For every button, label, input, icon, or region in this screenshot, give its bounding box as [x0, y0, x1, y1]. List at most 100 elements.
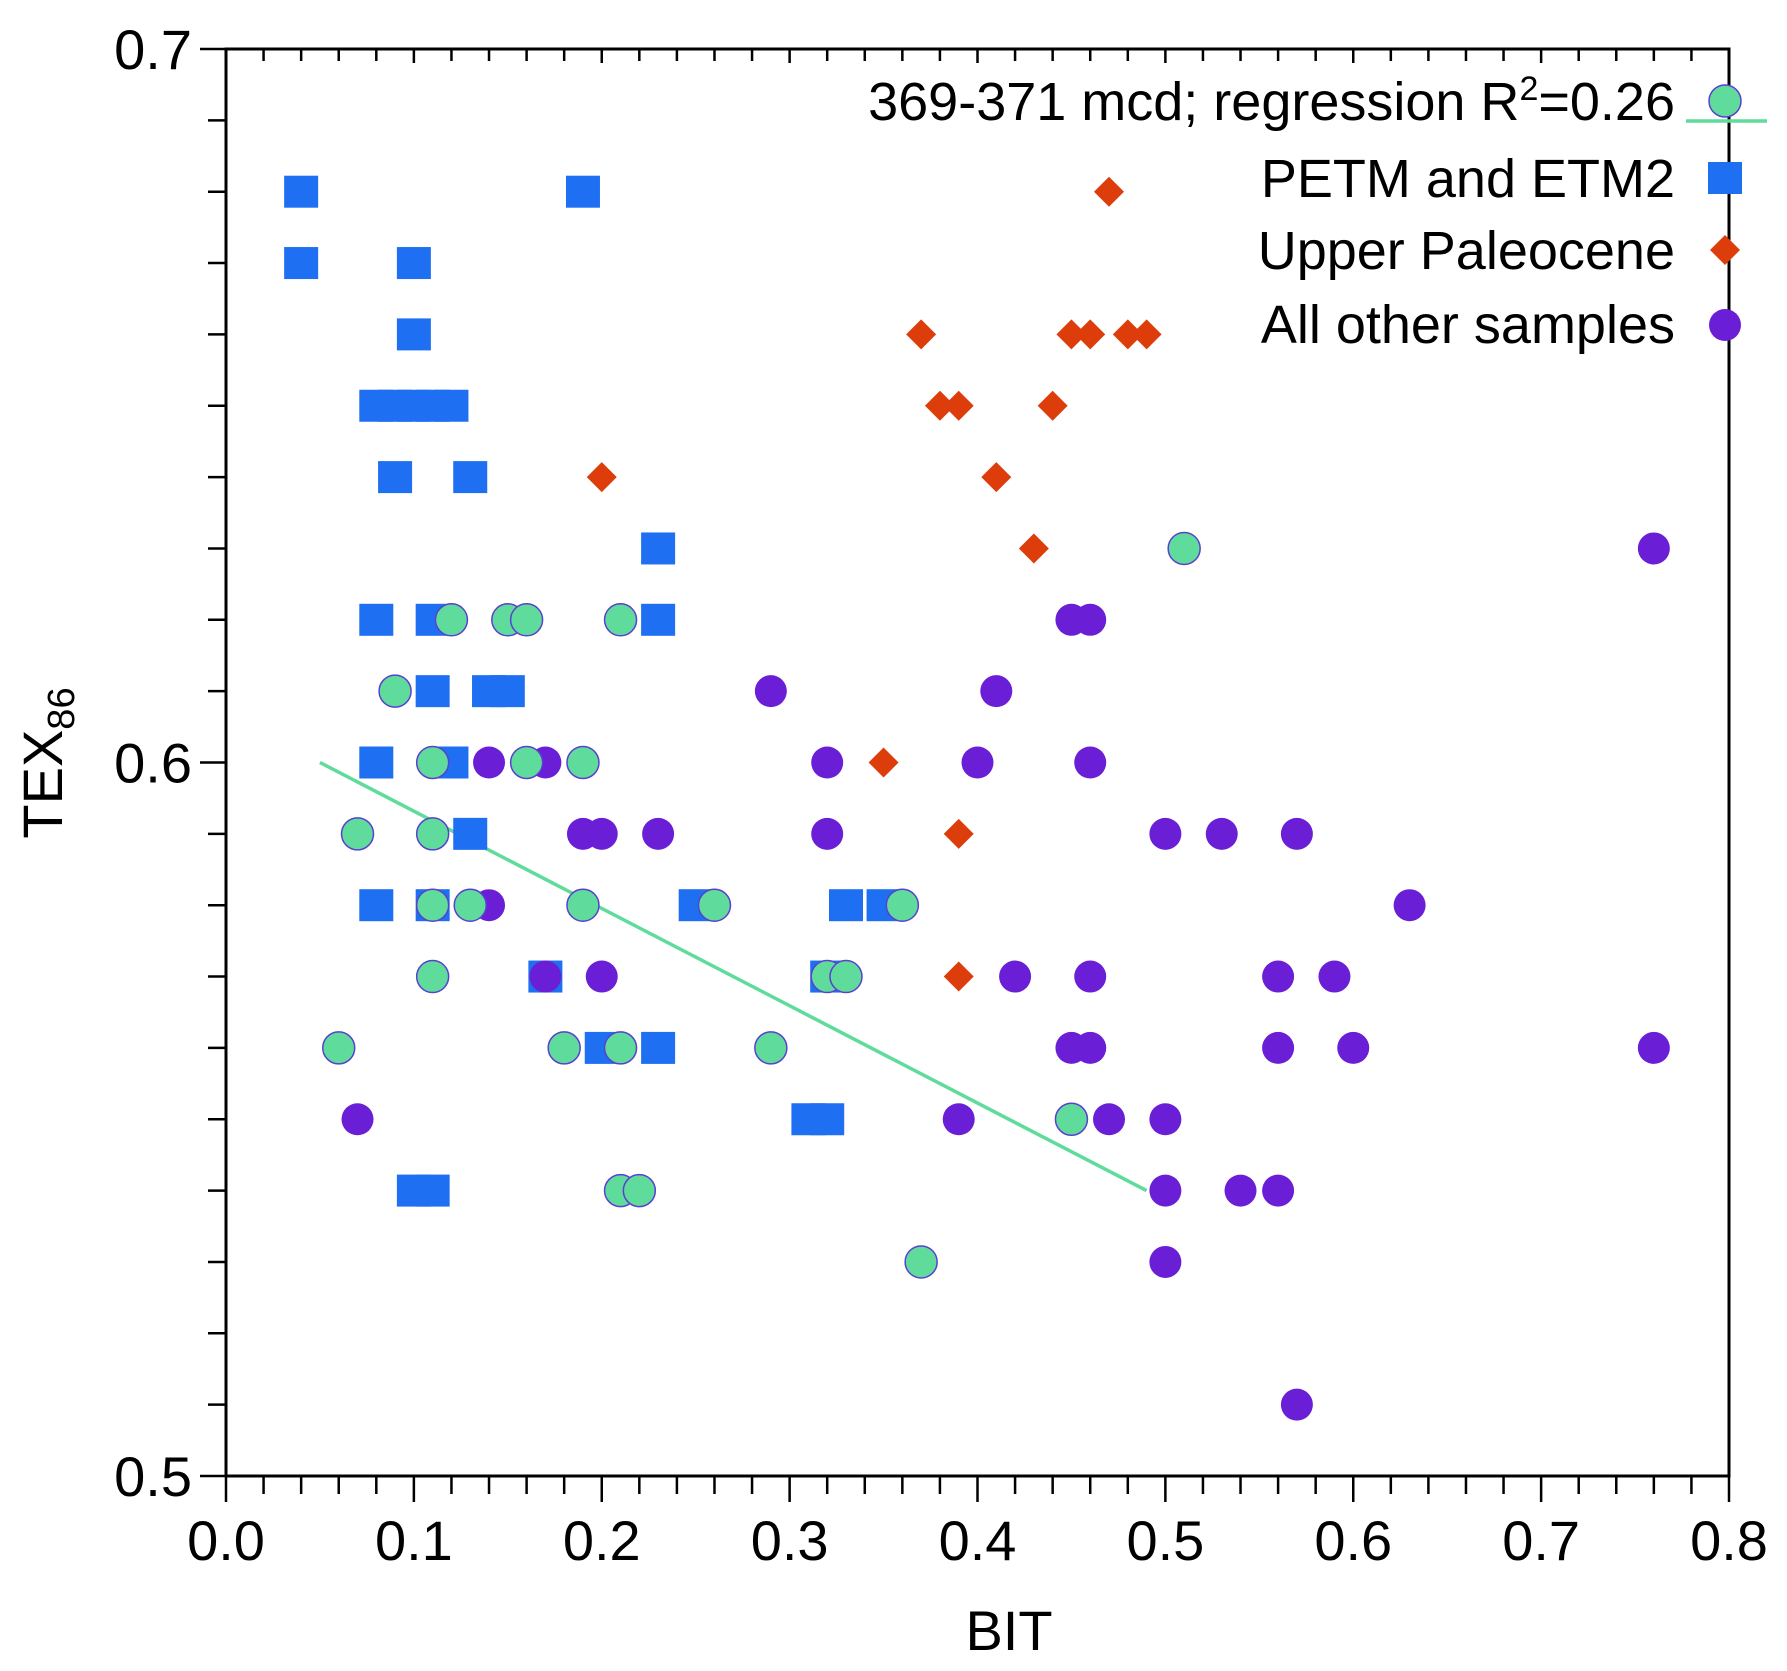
upper-point: [943, 818, 974, 849]
petm-point: [453, 817, 488, 850]
x-tick-label: 0.3: [751, 1509, 829, 1572]
mcd-point: [415, 745, 450, 780]
mcd-point: [904, 1245, 938, 1279]
other-point: [1149, 817, 1182, 850]
mcd-point: [603, 1031, 638, 1065]
other-point: [999, 960, 1032, 993]
other-point: [1224, 1174, 1257, 1207]
mcd-point: [622, 1173, 657, 1208]
upper-point: [943, 961, 974, 992]
other-point: [1262, 1174, 1295, 1207]
legend-symbol-mcd: [1708, 84, 1742, 118]
x-axis-title: BIT: [965, 1599, 1052, 1662]
other-point: [1637, 1031, 1670, 1064]
legend-label-upper-paleocene: Upper Paleocene: [1258, 221, 1675, 281]
petm-point: [359, 889, 394, 922]
x-tick-label: 0.0: [187, 1509, 265, 1572]
other-point: [1074, 960, 1107, 993]
petm-point: [453, 461, 488, 494]
other-point: [942, 1103, 975, 1136]
other-point: [1149, 1245, 1182, 1278]
other-point: [1262, 1031, 1295, 1064]
other-point: [980, 675, 1013, 708]
mcd-point: [378, 674, 412, 708]
petm-point: [378, 461, 413, 494]
other-point: [1149, 1103, 1182, 1136]
legend-symbol-upper-paleocene: [1710, 235, 1740, 265]
petm-point: [641, 603, 676, 636]
other-point: [811, 746, 844, 779]
mcd-point: [566, 888, 600, 922]
mcd-point: [340, 817, 375, 851]
other-point: [1280, 1388, 1313, 1421]
x-tick-label: 0.2: [563, 1509, 641, 1572]
y-tick-label: 0.7: [114, 18, 192, 81]
upper-point: [1131, 319, 1162, 350]
mcd-point: [566, 745, 600, 780]
petm-point: [810, 1103, 845, 1136]
other-point: [585, 817, 618, 850]
other-point: [585, 960, 618, 993]
legend-symbol-other-samples: [1709, 309, 1741, 341]
mcd-point: [415, 959, 450, 994]
mcd-point: [754, 1031, 788, 1065]
upper-point: [943, 390, 974, 421]
mcd-point: [321, 1031, 356, 1065]
mcd-point: [509, 603, 544, 637]
upper-point: [1056, 319, 1087, 350]
other-point: [473, 746, 506, 779]
petm-point: [828, 889, 863, 922]
petm-point: [641, 1031, 676, 1064]
upper-point: [586, 462, 617, 493]
petm-point: [490, 675, 525, 708]
upper-point: [981, 462, 1012, 493]
other-point: [1637, 532, 1670, 565]
upper-point: [1018, 533, 1049, 564]
petm-point: [284, 247, 319, 280]
petm-point: [415, 1174, 450, 1207]
petm-point: [359, 746, 394, 779]
other-point: [1093, 1103, 1126, 1136]
other-point: [754, 675, 787, 708]
petm-point: [396, 247, 431, 280]
other-point: [341, 1103, 374, 1136]
y-axis-title: TEX86: [11, 687, 83, 838]
legend-label-other-samples: All other samples: [1261, 295, 1675, 355]
x-tick-label: 0.7: [1502, 1509, 1580, 1572]
petm-point: [434, 389, 469, 422]
mcd-point: [1054, 1102, 1089, 1136]
legend-label-regression: 369-371 mcd; regression R2=0.26: [868, 70, 1675, 132]
petm-point: [284, 175, 319, 208]
x-tick-label: 0.6: [1314, 1509, 1392, 1572]
upper-point: [924, 390, 955, 421]
upper-point: [1112, 319, 1143, 350]
mcd-point: [1167, 531, 1201, 566]
other-point: [1149, 1174, 1182, 1207]
other-point: [1074, 1031, 1107, 1064]
mcd-point: [547, 1031, 581, 1065]
other-point: [1280, 817, 1313, 850]
other-point: [1074, 746, 1107, 779]
x-tick-label: 0.4: [939, 1509, 1017, 1572]
petm-point: [641, 532, 676, 565]
other-point: [1262, 960, 1295, 993]
mcd-point: [697, 888, 732, 922]
x-tick-label: 0.1: [375, 1509, 453, 1572]
upper-point: [906, 319, 937, 350]
other-point: [961, 746, 994, 779]
mcd-point: [415, 817, 450, 851]
upper-point: [1037, 390, 1068, 421]
mcd-point: [603, 603, 638, 637]
upper-point: [1094, 176, 1125, 207]
mcd-point: [453, 888, 487, 922]
mcd-point: [434, 603, 469, 637]
y-tick-label: 0.6: [114, 732, 192, 795]
mcd-point: [885, 888, 920, 922]
other-point: [811, 817, 844, 850]
mcd-point: [829, 959, 863, 994]
other-point: [642, 817, 675, 850]
upper-point: [1075, 319, 1106, 350]
legend-label-petm: PETM and ETM2: [1261, 149, 1675, 209]
petm-point: [396, 318, 431, 351]
